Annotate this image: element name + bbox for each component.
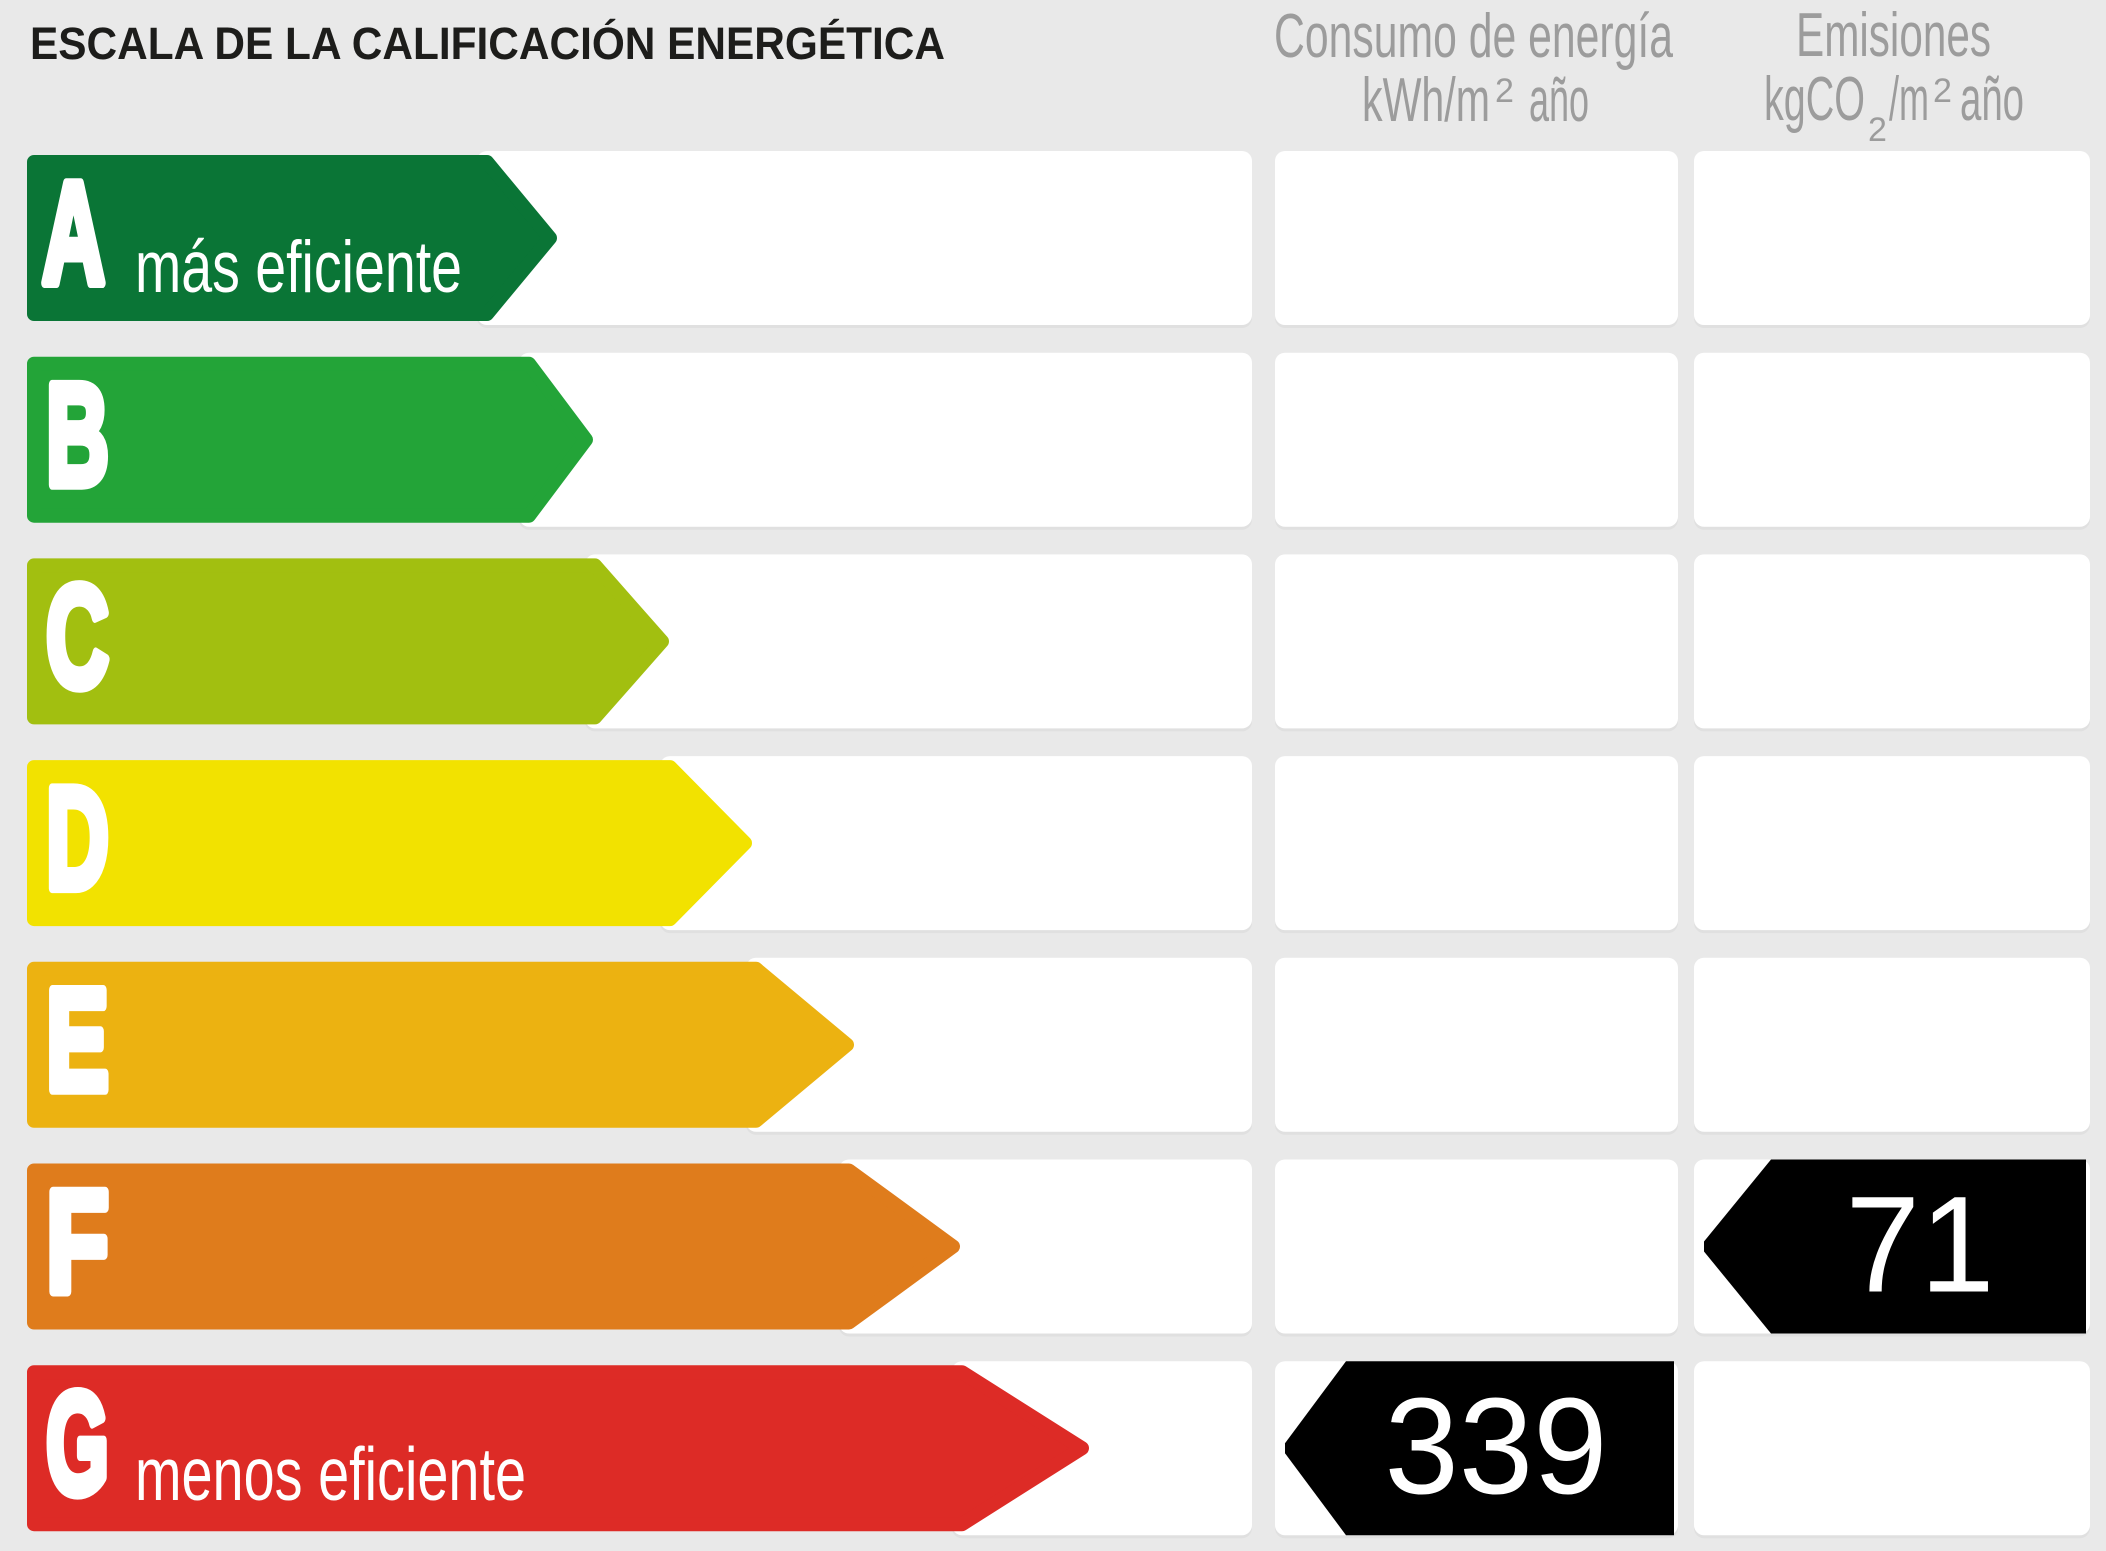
svg-text:B: B [46, 354, 109, 516]
svg-text:71: 71 [1846, 1169, 1995, 1322]
svg-text:F: F [46, 1161, 109, 1323]
svg-text:E: E [46, 959, 109, 1121]
svg-text:más eficiente: más eficiente [135, 227, 462, 308]
svg-text:Emisiones: Emisiones [1796, 1, 1991, 70]
svg-text:kWh/m: kWh/m [1362, 66, 1490, 135]
svg-text:A: A [42, 152, 105, 314]
svg-text:ESCALA DE LA CALIFICACIÓN ENER: ESCALA DE LA CALIFICACIÓN ENERGÉTICA [30, 18, 945, 69]
svg-text:2: 2 [1868, 111, 1887, 149]
svg-text:339: 339 [1385, 1370, 1608, 1523]
svg-text:2: 2 [1495, 72, 1514, 110]
svg-text:D: D [46, 757, 109, 919]
svg-text:2: 2 [1933, 72, 1952, 110]
svg-text:C: C [46, 555, 109, 717]
svg-text:Consumo de energía: Consumo de energía [1274, 2, 1673, 71]
svg-text:kgCO: kgCO [1764, 65, 1865, 134]
svg-text:año: año [1529, 66, 1589, 135]
svg-text:año: año [1960, 65, 2024, 134]
svg-text:G: G [46, 1362, 109, 1524]
svg-text:menos eficiente: menos eficiente [135, 1432, 526, 1516]
svg-text:/m: /m [1889, 65, 1929, 134]
